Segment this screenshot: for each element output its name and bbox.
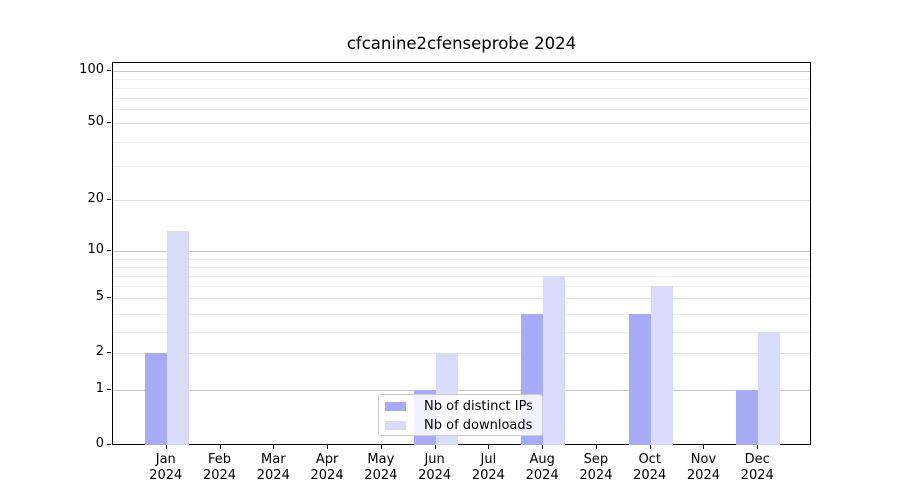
gridline-70 bbox=[113, 98, 810, 99]
y-tick-mark bbox=[107, 122, 111, 123]
y-tick-mark bbox=[107, 70, 111, 71]
y-tick-mark bbox=[107, 199, 111, 200]
y-tick-mark bbox=[107, 250, 111, 251]
legend-swatch-icon bbox=[385, 421, 406, 430]
gridline-40 bbox=[113, 142, 810, 143]
gridline-20 bbox=[113, 200, 810, 201]
y-tick-label: 100 bbox=[79, 62, 104, 77]
y-tick-mark bbox=[107, 389, 111, 390]
y-tick-label: 2 bbox=[95, 344, 104, 359]
gridline-50 bbox=[113, 123, 810, 124]
plot-area bbox=[112, 62, 811, 445]
x-tick-label: Aug 2024 bbox=[525, 452, 559, 483]
x-tick-label: Feb 2024 bbox=[202, 452, 237, 483]
chart-title: cfcanine2cfenseprobe 2024 bbox=[346, 34, 577, 53]
x-tick-mark bbox=[703, 445, 705, 449]
legend: Nb of distinct IPs Nb of downloads bbox=[378, 394, 543, 436]
gridline-60 bbox=[113, 109, 810, 110]
x-tick-mark bbox=[327, 445, 329, 449]
gridline-5 bbox=[113, 298, 810, 299]
bar-ips-Jan bbox=[144, 353, 167, 445]
x-tick-label: Jul 2024 bbox=[471, 452, 505, 483]
x-tick-label: Sep 2024 bbox=[579, 452, 613, 483]
x-tick-mark bbox=[757, 445, 759, 449]
gridline-90 bbox=[113, 79, 810, 80]
x-tick-mark bbox=[488, 445, 490, 449]
y-tick-mark bbox=[107, 352, 111, 353]
x-tick-mark bbox=[219, 445, 221, 449]
y-tick-label: 10 bbox=[87, 242, 104, 257]
gridline-3 bbox=[113, 332, 810, 333]
x-tick-label: Nov 2024 bbox=[686, 452, 720, 483]
x-tick-label: Jan 2024 bbox=[149, 452, 183, 483]
legend-item: Nb of downloads bbox=[379, 416, 542, 435]
y-tick-label: 50 bbox=[87, 114, 104, 129]
y-tick-mark bbox=[107, 444, 111, 445]
gridline-30 bbox=[113, 166, 810, 167]
gridline-100 bbox=[113, 71, 810, 72]
gridline-10 bbox=[113, 251, 810, 252]
bar-downloads-Oct bbox=[650, 286, 673, 445]
x-tick-mark bbox=[434, 445, 436, 449]
gridline-2 bbox=[113, 353, 810, 354]
gridline-8 bbox=[113, 267, 810, 268]
y-tick-label: 0 bbox=[95, 436, 104, 451]
x-tick-label: Mar 2024 bbox=[256, 452, 290, 483]
bar-ips-Oct bbox=[628, 314, 651, 445]
x-tick-mark bbox=[380, 445, 382, 449]
y-tick-label: 5 bbox=[95, 289, 104, 304]
bar-downloads-Jan bbox=[166, 231, 189, 445]
gridline-9 bbox=[113, 259, 810, 260]
bar-ips-Dec bbox=[736, 390, 759, 445]
x-tick-label: Apr 2024 bbox=[310, 452, 344, 483]
y-tick-label: 1 bbox=[95, 381, 104, 396]
gridline-4 bbox=[113, 314, 810, 315]
x-tick-mark bbox=[595, 445, 597, 449]
x-tick-label: Dec 2024 bbox=[740, 452, 774, 483]
x-tick-mark bbox=[273, 445, 275, 449]
y-tick-label: 20 bbox=[87, 191, 104, 206]
x-tick-label: Oct 2024 bbox=[633, 452, 667, 483]
x-tick-mark bbox=[165, 445, 167, 449]
bar-downloads-Dec bbox=[758, 332, 781, 445]
gridline-7 bbox=[113, 276, 810, 277]
x-tick-mark bbox=[542, 445, 544, 449]
gridline-1 bbox=[113, 390, 810, 391]
gridline-6 bbox=[113, 286, 810, 287]
gridline-80 bbox=[113, 88, 810, 89]
y-tick-mark bbox=[107, 297, 111, 298]
bar-downloads-Aug bbox=[543, 276, 566, 445]
legend-item: Nb of distinct IPs bbox=[379, 397, 542, 416]
legend-label: Nb of distinct IPs bbox=[424, 399, 533, 414]
x-tick-label: May 2024 bbox=[364, 452, 398, 483]
legend-label: Nb of downloads bbox=[424, 418, 533, 433]
x-tick-label: Jun 2024 bbox=[418, 452, 452, 483]
legend-swatch-icon bbox=[385, 402, 406, 411]
x-tick-mark bbox=[649, 445, 651, 449]
